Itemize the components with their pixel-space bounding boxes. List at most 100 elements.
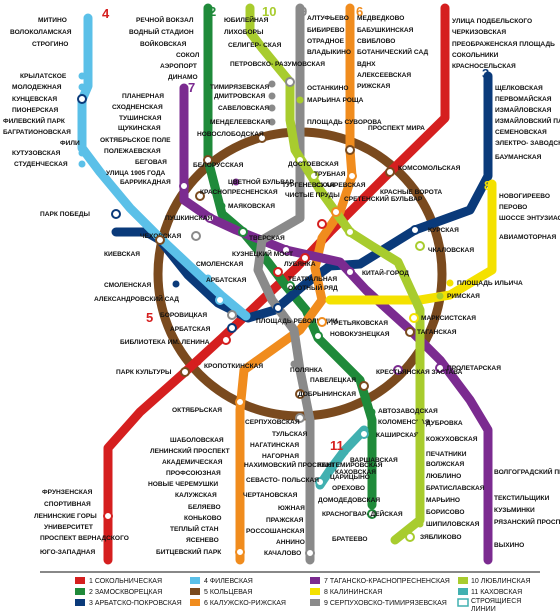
station[interactable]: ПРОСПЕКТ МИРА <box>345 125 425 155</box>
station[interactable]: ТЕКСТИЛЬЩИКИ <box>484 494 550 503</box>
station[interactable]: БАУМАНСКАЯ <box>484 153 542 162</box>
station[interactable]: ТУЛЬСКАЯ <box>272 426 314 439</box>
station[interactable]: АЛЕКСАНДРОВСКИЙ САД <box>94 294 225 305</box>
station[interactable]: ЦАРИЦЫНО <box>330 473 376 482</box>
station[interactable]: ДУБРОВКА <box>416 419 463 428</box>
station[interactable]: СВИБЛОВО <box>346 37 396 46</box>
station[interactable]: НАХИМОВСКИЙ ПРОСПЕКТ <box>244 459 334 470</box>
station[interactable]: ФИЛЕВСКИЙ ПАРК <box>3 116 86 125</box>
station[interactable]: ВОДНЫЙ СТАДИОН <box>129 27 212 36</box>
station[interactable]: ЛУБЯНКА <box>284 253 316 268</box>
station[interactable]: ШАБОЛОВСКАЯ <box>170 436 244 445</box>
station[interactable]: ЧКАЛОВСКАЯ <box>415 241 474 254</box>
station[interactable]: КОЖУХОВСКАЯ <box>416 432 478 444</box>
station[interactable]: МОЛОДЕЖНАЯ <box>12 83 86 92</box>
station[interactable]: НОВОГИРЕЕВО <box>488 192 551 201</box>
station[interactable]: ДОСТОЕВСКАЯ <box>288 155 339 168</box>
station[interactable]: ВОЛОКОЛАМСКАЯ <box>10 28 92 37</box>
station[interactable]: ИЗМАЙЛОВСКАЯ <box>484 105 552 114</box>
station[interactable]: МЕНДЕЛЕЕВСКАЯ <box>210 118 276 127</box>
station[interactable]: РИМСКАЯ <box>436 292 481 301</box>
station[interactable]: МАЯКОВСКАЯ <box>218 202 276 211</box>
station[interactable]: ПРОСПЕКТ ВЕРНАДСКОГО <box>40 535 129 544</box>
station[interactable]: ФРУНЗЕНСКАЯ <box>42 488 112 497</box>
station[interactable]: ПЛОЩАДЬ СУВОРОВА <box>296 114 382 127</box>
station[interactable]: ОТРАДНОЕ <box>296 37 345 46</box>
station[interactable]: АКАДЕМИЧЕСКАЯ <box>162 458 244 467</box>
station[interactable]: ПРАЖСКАЯ <box>266 516 314 525</box>
station[interactable]: АЭРОПОРТ <box>160 62 212 71</box>
station[interactable]: СПОРТИВНАЯ <box>44 500 112 509</box>
station[interactable]: ПЕЧАТНИКИ <box>416 446 467 459</box>
station[interactable]: КРЕСТЬЯНСКАЯ ЗАСТАВА <box>376 365 463 376</box>
station[interactable]: ВЫХИНО <box>484 541 525 550</box>
station[interactable]: КОМСОМОЛЬСКАЯ <box>385 165 461 177</box>
station[interactable]: ОСТАНКИНО <box>296 84 349 93</box>
station[interactable]: ПРОФСОЮЗНАЯ <box>166 469 244 478</box>
station[interactable]: КИТАЙ-ГОРОД <box>345 267 409 277</box>
station[interactable]: ЯСЕНЕВО <box>186 536 244 545</box>
station[interactable]: ЧЕРТАНОВСКАЯ <box>243 491 314 500</box>
station[interactable]: РЕЧНОЙ ВОКЗАЛ <box>136 15 212 24</box>
station[interactable]: ПЕРВОМАЙСКАЯ <box>484 94 552 103</box>
station[interactable]: БЕГОВАЯ <box>135 158 188 167</box>
station[interactable]: ПОЛЯНКА <box>290 360 323 375</box>
station[interactable]: МАРЬИНА РОЩА <box>296 96 364 105</box>
station[interactable]: ИЗМАЙЛОВСКИЙ ПАРК <box>484 116 560 125</box>
station[interactable]: КУЗНЕЦКИЙ МОСТ <box>232 245 293 258</box>
station[interactable]: ВЛАДЫКИНО <box>296 48 352 57</box>
station[interactable]: МИТИНО <box>38 16 92 25</box>
station[interactable]: БЕЛЯЕВО <box>188 503 244 512</box>
station[interactable]: ОРЕХОВО <box>332 484 376 493</box>
station[interactable]: НОВЫЕ ЧЕРЕМУШКИ <box>148 480 244 489</box>
station[interactable]: НАГАТИНСКАЯ <box>250 437 314 450</box>
station[interactable]: ПЛОЩАДЬ ИЛЬИЧА <box>446 279 523 288</box>
station[interactable]: КРАСНОСЕЛЬСКАЯ <box>441 62 517 71</box>
station[interactable]: ПЛАНЕРНАЯ <box>122 92 188 101</box>
station[interactable]: АВТОЗАВОДСКАЯ <box>368 408 439 416</box>
station[interactable]: МЕДВЕДКОВО <box>346 14 405 23</box>
station[interactable]: КУЗЬМИНКИ <box>484 506 536 515</box>
station[interactable]: ТЕАТРАЛЬНАЯ <box>273 267 337 283</box>
station[interactable]: ЛЮБЛИНО <box>416 472 462 481</box>
station[interactable]: САВЕЛОВСКАЯ <box>218 104 276 113</box>
station[interactable]: ТУШИНСКАЯ <box>119 114 188 123</box>
station[interactable]: ТАГАНСКАЯ <box>405 327 457 337</box>
station[interactable]: КИЕВСКАЯ <box>104 235 165 258</box>
station[interactable]: СТРОГИНО <box>32 40 92 49</box>
station[interactable]: ВОЛЖСКАЯ <box>416 460 465 469</box>
station[interactable]: ПУШКИНСКАЯ <box>165 213 215 223</box>
station[interactable]: БИБЛИОТЕКА ИМ. ЛЕНИНА <box>120 335 231 346</box>
station[interactable]: СТУДЕНЧЕСКАЯ <box>14 160 86 169</box>
station[interactable]: БОТАНИЧЕСКИЙ САД <box>346 47 429 56</box>
station[interactable]: ДИНАМО <box>168 73 212 82</box>
station[interactable]: СХОДНЕНСКАЯ <box>112 103 188 112</box>
station[interactable]: НОВОСЛОБОДСКАЯ <box>197 131 267 143</box>
station[interactable]: АРБАТСКАЯ <box>204 274 247 285</box>
station[interactable]: ТРУБНАЯ <box>309 171 346 181</box>
station[interactable]: ПЕТРОВСКО- РАЗУМОВСКАЯ <box>230 61 325 87</box>
station[interactable]: НОВОКУЗНЕЦКАЯ <box>313 331 390 341</box>
station[interactable]: СЕВАСТО- ПОЛЬСКАЯ <box>246 477 319 486</box>
station[interactable]: ПРЕОБРАЖЕНСКАЯ ПЛОЩАДЬ <box>441 40 556 49</box>
station[interactable]: ВАРШАВСКАЯ <box>341 448 399 465</box>
station[interactable]: ДОБРЫНИНСКАЯ <box>295 389 356 399</box>
station[interactable]: БАГРАТИОНОВСКАЯ <box>3 128 86 137</box>
station[interactable]: БИТЦЕВСКИЙ ПАРК <box>156 547 245 557</box>
station[interactable]: ПАРК ПОБЕДЫ <box>40 209 121 219</box>
station[interactable]: КРАСНОПРЕСНЕНСКАЯ <box>195 189 278 201</box>
station[interactable]: КРАСНЫЕ ВОРОТА <box>371 182 443 197</box>
station[interactable]: ТВЕРСКАЯ <box>238 227 285 242</box>
station[interactable]: АРБАТСКАЯ <box>170 323 237 333</box>
station[interactable]: БРАТЕЕВО <box>332 536 399 544</box>
station[interactable]: РЯЗАНСКИЙ ПРОСПЕКТ <box>484 517 560 526</box>
station[interactable]: ТРЕТЬЯКОВСКАЯ <box>317 317 388 327</box>
station[interactable]: БОРОВИЦКАЯ <box>160 310 237 320</box>
station[interactable]: ЩУКИНСКАЯ <box>118 124 188 133</box>
station[interactable]: КОНЬКОВО <box>184 514 244 523</box>
station[interactable]: ПЛОЩАДЬ РЕВОЛЮЦИИ <box>256 303 338 325</box>
station[interactable]: ЧЕРКИЗОВСКАЯ <box>441 28 507 37</box>
station[interactable]: КОЛОМЕНСКАЯ <box>368 419 430 427</box>
station[interactable]: БАРРИКАДНАЯ <box>120 179 189 191</box>
station[interactable]: БОРИСОВО <box>416 508 465 517</box>
